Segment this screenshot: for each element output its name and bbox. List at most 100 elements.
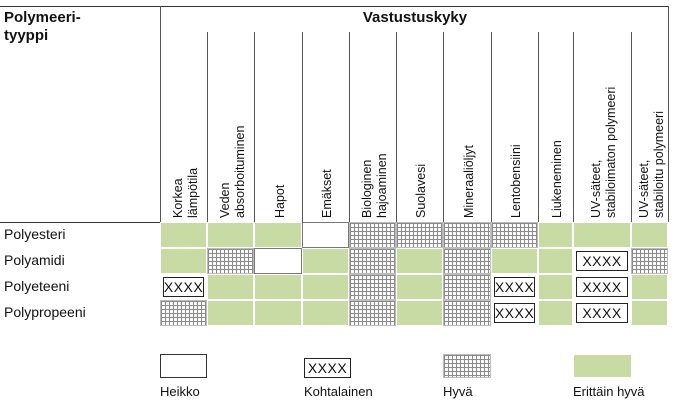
rating-cell-excellent [538, 222, 573, 248]
rating-cell-excellent [302, 300, 349, 326]
header-resistance: Vastustuskyky [362, 9, 468, 26]
rating-cell-excellent [254, 300, 302, 326]
rating-cell-good [207, 248, 254, 274]
header-polymer-type-line2: tyyppi [4, 27, 49, 44]
legend-label: Heikko [160, 384, 200, 399]
column-header: Korkea lämpötila [171, 38, 201, 218]
rating-cell-good [349, 274, 396, 300]
column-header: Liukeneminen [550, 38, 565, 218]
rating-cell-good [443, 222, 491, 248]
column-divider [302, 32, 303, 222]
column-header: UV-säteet, stabiloimaton polymeeri [589, 38, 619, 218]
column-header: Biologinen hajoaminen [360, 38, 390, 218]
legend-label: Hyvä [443, 384, 473, 399]
column-header-line: Suolavesi [414, 163, 428, 218]
column-header-line: Mineraaliöljyt [461, 145, 476, 218]
rating-cell-good [491, 222, 538, 248]
rating-cell-excellent [631, 222, 668, 248]
rating-cell-excellent [631, 300, 668, 326]
rating-cell-excellent [302, 274, 349, 300]
column-divider [160, 6, 161, 222]
column-divider [538, 32, 539, 222]
rating-cell-good [349, 300, 396, 326]
rating-cell-excellent [207, 222, 254, 248]
column-header-line: Korkea [170, 178, 185, 218]
rating-cell-excellent [631, 274, 668, 300]
column-header-line: Biologinen [359, 159, 374, 218]
rating-cell-moderate: XXXX [576, 251, 628, 271]
rating-cell-good [443, 274, 491, 300]
rating-cell-moderate: XXXX [494, 303, 535, 323]
column-header-line: UV-säteet, [589, 159, 603, 218]
column-divider [396, 32, 397, 222]
column-header-line: Hapot [272, 184, 287, 218]
rating-cell-excellent [207, 274, 254, 300]
rating-cell-excellent [538, 274, 573, 300]
legend-swatch: XXXX [304, 358, 351, 378]
rating-cell-good [396, 222, 443, 248]
header-polymer-type: Polymeeri- tyyppi [4, 9, 154, 45]
table-top-rule [0, 6, 668, 7]
rating-cell-moderate: XXXX [163, 277, 204, 297]
column-header: Emäkset [320, 38, 335, 218]
rating-cell-excellent [538, 248, 573, 274]
column-divider [349, 32, 350, 222]
column-divider [573, 32, 574, 222]
rating-cell-excellent [538, 300, 573, 326]
column-header: UV-säteet, stabiloitu polymeeri [637, 38, 667, 218]
rating-cell-excellent [396, 274, 443, 300]
column-header: Lentobensiini [509, 38, 524, 218]
row-label: Polypropeeni [4, 304, 86, 320]
legend-label: Kohtalainen [304, 384, 373, 399]
row-label: Polyamidi [4, 252, 65, 268]
column-header-line: stabiloitu polymeeri [651, 111, 666, 218]
legend-swatch [443, 354, 491, 378]
row-label: Polyeteeni [4, 278, 70, 294]
rating-cell-good [631, 248, 668, 274]
rating-cell-excellent [160, 222, 207, 248]
rating-cell-good [443, 300, 491, 326]
legend-swatch [573, 354, 632, 378]
column-divider [443, 32, 444, 222]
column-header-line: lämpötila [185, 167, 200, 218]
column-header: Suolavesi [414, 38, 429, 218]
rating-cell-moderate: XXXX [494, 277, 535, 297]
rating-cell-good [160, 300, 207, 326]
rating-cell-excellent [491, 248, 538, 274]
rating-cell-good [349, 248, 396, 274]
column-divider [631, 32, 632, 222]
column-header: Hapot [273, 38, 288, 218]
column-header-line: hajoaminen [374, 153, 389, 218]
column-header: Mineraaliöljyt [462, 38, 477, 218]
row-label: Polyesteri [4, 226, 66, 242]
rating-cell-excellent [573, 222, 631, 248]
rating-cell-excellent [302, 248, 349, 274]
rating-cell-good [349, 222, 396, 248]
rating-cell-excellent [160, 248, 207, 274]
rating-cell-moderate: XXXX [576, 277, 628, 297]
column-header-line: Emäkset [320, 169, 334, 218]
column-header-line: Liukeneminen [550, 140, 564, 218]
rating-cell-weak [302, 222, 349, 248]
legend-swatch [160, 354, 207, 378]
rating-cell-excellent [254, 222, 302, 248]
header-polymer-type-line1: Polymeeri- [4, 9, 81, 26]
rating-cell-excellent [396, 248, 443, 274]
column-header-line: UV-säteet, [636, 159, 651, 218]
rating-cell-excellent [207, 300, 254, 326]
rating-cell-excellent [254, 274, 302, 300]
rating-cell-moderate: XXXX [576, 303, 628, 323]
column-header-line: stabiloimaton polymeeri [604, 86, 618, 218]
rating-cell-weak [254, 248, 302, 274]
column-header-line: absorboituminen [232, 125, 247, 218]
column-divider [207, 32, 208, 222]
column-header-line: Veden [217, 182, 232, 218]
legend-label: Erittäin hyvä [573, 384, 645, 399]
rating-cell-excellent [396, 300, 443, 326]
column-divider [491, 32, 492, 222]
column-header-line: Lentobensiini [509, 144, 523, 218]
rating-cell-good [443, 248, 491, 274]
column-divider [668, 6, 669, 222]
column-divider [254, 32, 255, 222]
column-header: Veden absorboituminen [218, 38, 248, 218]
